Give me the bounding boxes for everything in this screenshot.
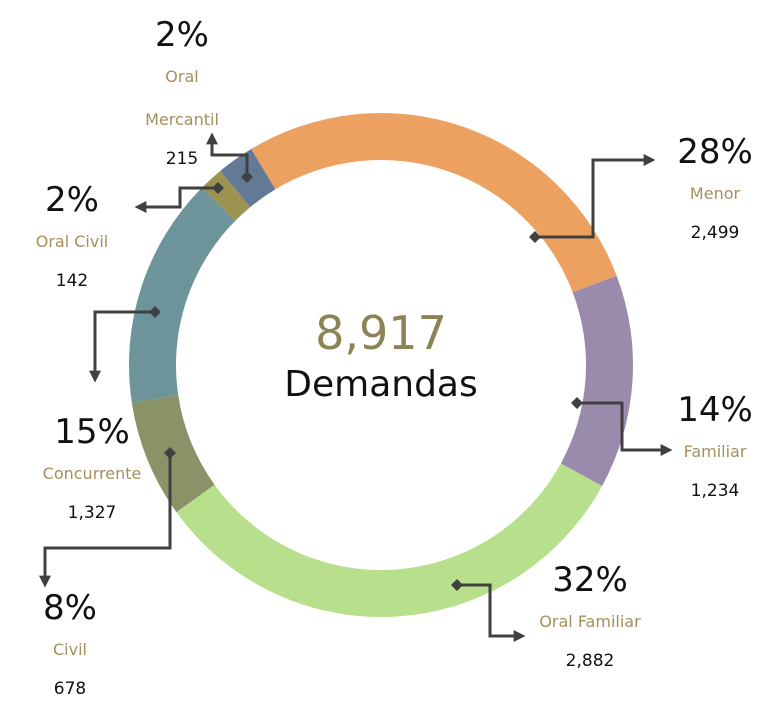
- leader-line: [89, 306, 161, 383]
- value-label: 678: [53, 679, 87, 699]
- percentage-label: 8%: [43, 588, 97, 628]
- donut-segment: [251, 113, 617, 293]
- value-label: 1,234: [690, 481, 740, 501]
- percentage-label: 14%: [677, 390, 753, 430]
- value-label: 142: [55, 271, 89, 291]
- total-label: 8,917: [315, 306, 447, 360]
- value-label: 2,499: [690, 223, 740, 243]
- leader-line: [451, 579, 526, 642]
- category-label: Oral Civil: [35, 232, 109, 251]
- center-label: Demandas: [284, 364, 478, 405]
- donut-segment: [129, 187, 236, 403]
- donut-segment: [176, 463, 603, 617]
- donut-segment: [560, 275, 633, 487]
- category-label: Menor: [689, 184, 741, 203]
- leader-line: [39, 447, 176, 588]
- category-label: Concurrente: [42, 464, 142, 483]
- leader-line: [206, 132, 253, 183]
- value-label: 2,882: [565, 651, 615, 671]
- leader-line: [134, 182, 224, 213]
- percentage-label: 2%: [45, 180, 99, 220]
- percentage-label: 15%: [54, 412, 130, 452]
- percentage-label: 28%: [677, 132, 753, 172]
- category-label: Familiar: [683, 442, 747, 461]
- value-label: 1,327: [67, 503, 117, 523]
- category-label: Oral Familiar: [539, 612, 641, 631]
- category-label: Civil: [53, 640, 87, 659]
- percentage-label: 32%: [552, 560, 628, 600]
- value-label: 215: [165, 149, 199, 169]
- percentage-label: 2%: [155, 15, 209, 55]
- leader-line: [571, 397, 673, 456]
- category-label: Oral Mercantil: [145, 67, 219, 129]
- leader-line: [529, 154, 656, 243]
